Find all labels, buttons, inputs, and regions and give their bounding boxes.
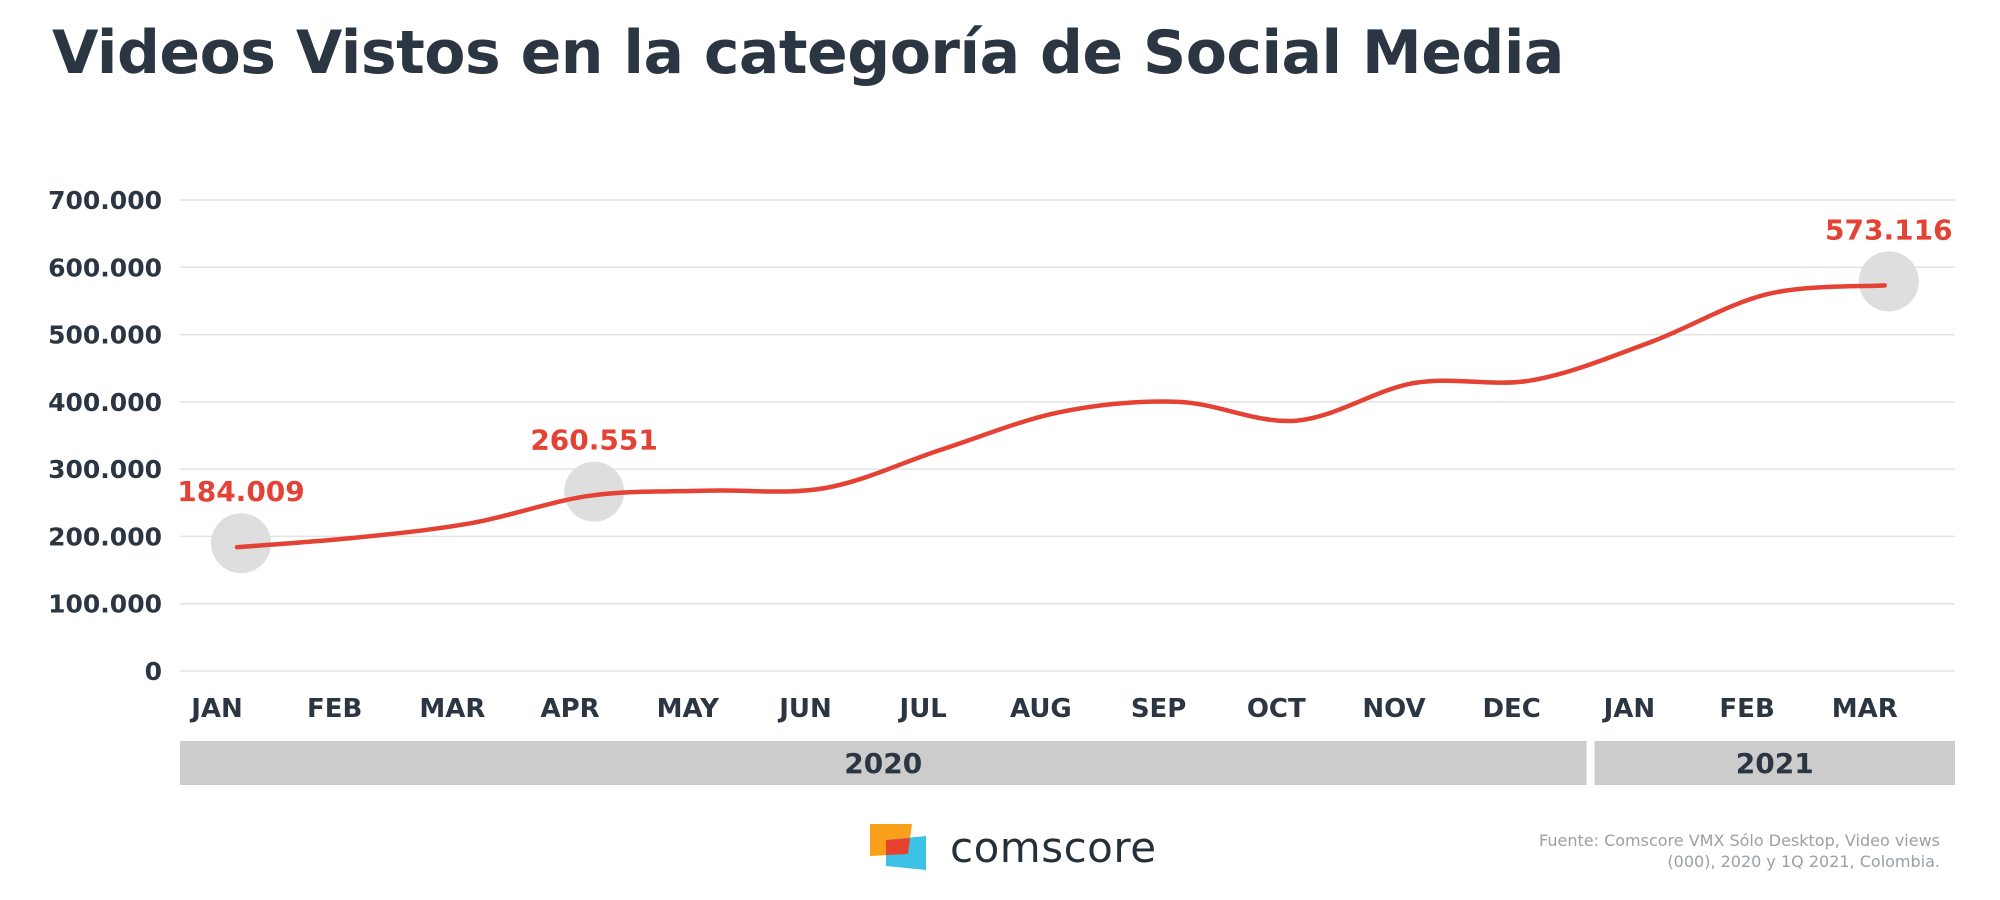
line-chart: 0 100.000 200.000 300.000 400.000 500.000 600.… (48, 186, 1955, 785)
x-tick-label: NOV (1362, 694, 1425, 724)
data-label: 260.551 (530, 424, 658, 457)
x-tick-label: FEB (1719, 694, 1774, 724)
highlight-marker (1858, 251, 1919, 312)
x-tick-label: AUG (1010, 694, 1072, 724)
year-band (180, 741, 1587, 785)
chart-title: Videos Vistos en la categoría de Social … (52, 18, 1564, 88)
data-label: 184.009 (177, 475, 305, 508)
comscore-logo-text: comscore (950, 822, 1157, 872)
series-line (234, 283, 1888, 550)
year-band (1594, 741, 1955, 785)
y-tick-label: 300.000 (48, 455, 162, 484)
y-tick-label: 400.000 (48, 388, 162, 417)
x-tick-label: JAN (1602, 694, 1656, 724)
x-tick-label: MAY (657, 694, 721, 724)
y-tick-label: 700.000 (48, 186, 162, 215)
highlight-marker (211, 513, 271, 574)
x-tick-label: FEB (307, 694, 362, 724)
x-tick-label: APR (540, 694, 599, 724)
year-label: 2021 (1736, 747, 1814, 780)
y-tick-label: 600.000 (48, 253, 162, 282)
x-tick-label: JAN (189, 694, 243, 724)
x-tick-label: OCT (1247, 694, 1306, 724)
x-tick-label: SEP (1131, 694, 1187, 724)
x-tick-label: MAR (1832, 694, 1898, 724)
y-tick-label: 500.000 (48, 321, 162, 350)
x-tick-label: MAR (419, 694, 485, 724)
y-tick-label: 200.000 (48, 522, 162, 551)
highlight-marker (564, 461, 625, 522)
x-tick-label: JUL (898, 694, 947, 724)
comscore-logo-icon (870, 824, 926, 870)
year-label: 2020 (844, 747, 922, 780)
x-tick-label: JUN (777, 694, 832, 724)
y-tick-label: 100.000 (48, 590, 162, 619)
x-tick-label: DEC (1482, 694, 1540, 724)
data-label: 573.116 (1825, 213, 1953, 246)
comscore-logo: comscore (868, 822, 1157, 872)
y-tick-label: 0 (145, 657, 162, 686)
source-note: Fuente: Comscore VMX Sólo Desktop, Video… (1539, 831, 1940, 871)
